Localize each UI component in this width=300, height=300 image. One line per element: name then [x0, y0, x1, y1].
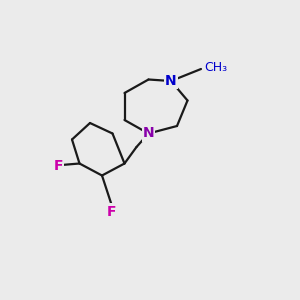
Text: CH₃: CH₃ [205, 61, 228, 74]
Text: F: F [107, 205, 117, 218]
Text: F: F [54, 159, 63, 173]
Text: N: N [143, 127, 154, 140]
Text: N: N [165, 74, 177, 88]
